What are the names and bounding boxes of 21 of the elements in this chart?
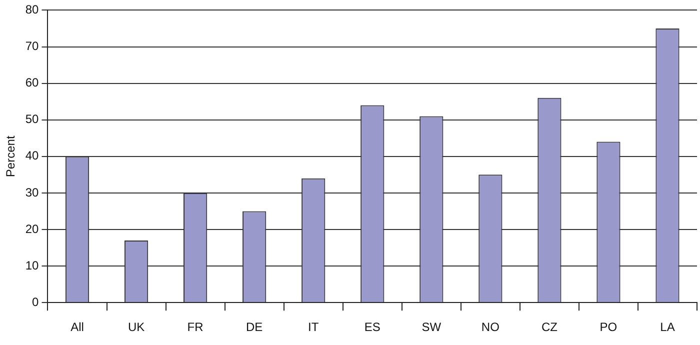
y-tick-label: 20 [25,222,40,236]
x-tick-label: NO [481,320,500,334]
x-tick-label: FR [187,320,204,334]
x-tick-label: IT [308,320,320,334]
x-tick-label: CZ [541,320,558,334]
x-tick-label: PO [600,320,618,334]
y-tick-label: 50 [25,112,40,126]
x-tick-label: SW [422,320,442,334]
y-axis-title: Percent [4,135,18,178]
y-tick-label: 60 [25,76,40,90]
y-tick-label: 30 [25,185,40,200]
x-tick-label: All [70,320,84,334]
y-tick-label: 10 [25,258,40,272]
x-tick-label: DE [246,320,263,334]
y-tick-label: 0 [32,294,40,309]
x-tick-label: LA [660,320,675,334]
y-tick-label: 70 [25,39,40,54]
y-tick-label: 40 [25,148,40,163]
x-tick-label: ES [364,320,380,334]
y-tick-label: 80 [25,2,40,17]
x-tick-label: UK [128,320,145,334]
